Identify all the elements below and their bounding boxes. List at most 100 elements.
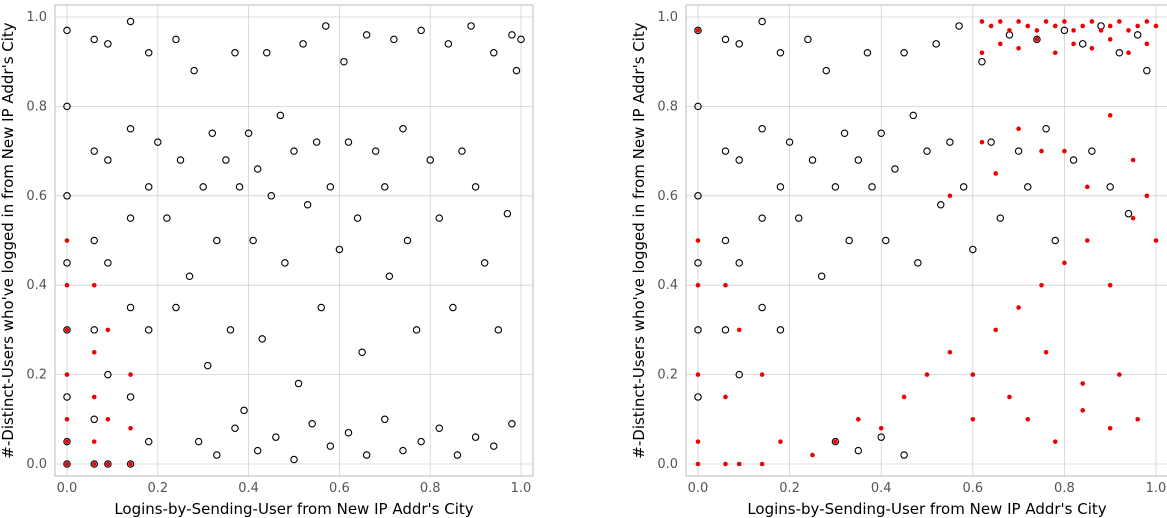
data-point [785, 138, 794, 146]
data-point-red [1107, 113, 1113, 118]
data-point-red [1098, 28, 1104, 33]
data-point [63, 102, 71, 111]
data-point [1024, 183, 1032, 191]
data-point [90, 415, 98, 424]
data-point-red [1085, 238, 1090, 243]
data-point [1069, 156, 1078, 164]
data-point [776, 49, 785, 57]
data-point [822, 66, 830, 75]
data-point [1106, 183, 1114, 191]
data-point [909, 111, 918, 120]
data-point-red [924, 372, 930, 377]
data-point-red [1117, 19, 1122, 24]
data-point [721, 326, 730, 334]
data-point [104, 460, 112, 468]
data-point [249, 236, 257, 245]
data-point-red [1007, 394, 1012, 400]
data-point [758, 17, 766, 26]
data-point-red [1144, 41, 1150, 47]
x-tick-label: 0.2 [147, 481, 168, 496]
data-point [1042, 125, 1050, 133]
data-point-red [1089, 19, 1095, 24]
data-point-red [736, 327, 742, 333]
data-point [1115, 49, 1124, 57]
data-point [517, 35, 525, 44]
data-point [453, 451, 462, 459]
data-point [458, 147, 466, 155]
data-point [817, 272, 826, 281]
data-point [900, 451, 908, 459]
data-point-red [833, 439, 838, 444]
data-point [426, 156, 434, 164]
data-point-red [695, 372, 701, 377]
data-point [1060, 26, 1069, 35]
data-point [435, 424, 444, 432]
data-point-red [979, 50, 985, 56]
data-point [877, 433, 885, 441]
data-point [508, 31, 516, 39]
data-point [194, 437, 203, 446]
data-point-red [1016, 126, 1021, 132]
data-point [172, 35, 180, 44]
data-point-red [695, 461, 701, 467]
x-tick-label: 0.8 [1054, 481, 1075, 496]
data-point [936, 200, 945, 209]
data-point [240, 406, 248, 415]
data-point [176, 156, 185, 164]
data-point [144, 49, 153, 57]
data-point [144, 437, 153, 446]
data-point-red [1080, 381, 1086, 386]
plot-frame [54, 4, 534, 477]
data-point [914, 259, 922, 267]
data-point [758, 214, 766, 222]
data-point [244, 129, 253, 137]
data-point-red [91, 282, 97, 288]
data-point [235, 183, 244, 191]
x-axis-label: Logins-by-Sending-User from New IP Addr'… [747, 500, 1106, 518]
data-point [804, 35, 812, 44]
data-point [503, 209, 512, 218]
data-point [877, 129, 885, 137]
data-point-red [1025, 23, 1031, 29]
series-1 [63, 17, 525, 468]
data-point [390, 35, 398, 44]
data-point [1078, 40, 1087, 48]
data-point [303, 200, 312, 209]
data-point [1051, 236, 1059, 245]
x-tick-label: 0.0 [57, 481, 78, 496]
data-point-red [91, 461, 97, 467]
data-point-red [979, 139, 985, 145]
data-point-red [997, 41, 1003, 47]
data-point [344, 428, 353, 437]
y-tick-label: 1.0 [657, 10, 678, 25]
x-tick-label: 0.6 [962, 481, 983, 496]
data-point [854, 446, 863, 455]
data-point [104, 370, 112, 379]
plot-frame [685, 4, 1167, 477]
data-point [226, 326, 235, 334]
data-point [840, 129, 849, 137]
x-tick-label: 0.4 [238, 481, 259, 496]
data-point [126, 214, 135, 222]
data-point [90, 35, 98, 44]
data-point-red [1126, 50, 1131, 56]
data-point [417, 437, 425, 446]
data-point-red [1007, 28, 1012, 33]
y-tick-label: 0.8 [26, 99, 47, 114]
data-point [735, 156, 743, 164]
x-tick-label: 1.0 [511, 481, 532, 496]
data-point [795, 214, 803, 222]
data-point-red [64, 372, 70, 377]
data-point-red [695, 238, 701, 243]
data-point-red [979, 19, 985, 24]
data-point-red [947, 193, 953, 199]
data-point [417, 26, 425, 35]
y-tick-label: 0.6 [26, 189, 47, 204]
data-point [399, 446, 407, 455]
data-point-red [1062, 19, 1067, 24]
data-point [231, 49, 239, 57]
data-point [694, 259, 702, 267]
data-point-red [970, 417, 976, 422]
scatter-panel-1: 0.0 0.2 0.4 0.6 0.8 1.0 0.0 0.2 0.4 0.6 0.8 1.0 Logi… [0, 4, 534, 518]
data-point [471, 433, 480, 441]
